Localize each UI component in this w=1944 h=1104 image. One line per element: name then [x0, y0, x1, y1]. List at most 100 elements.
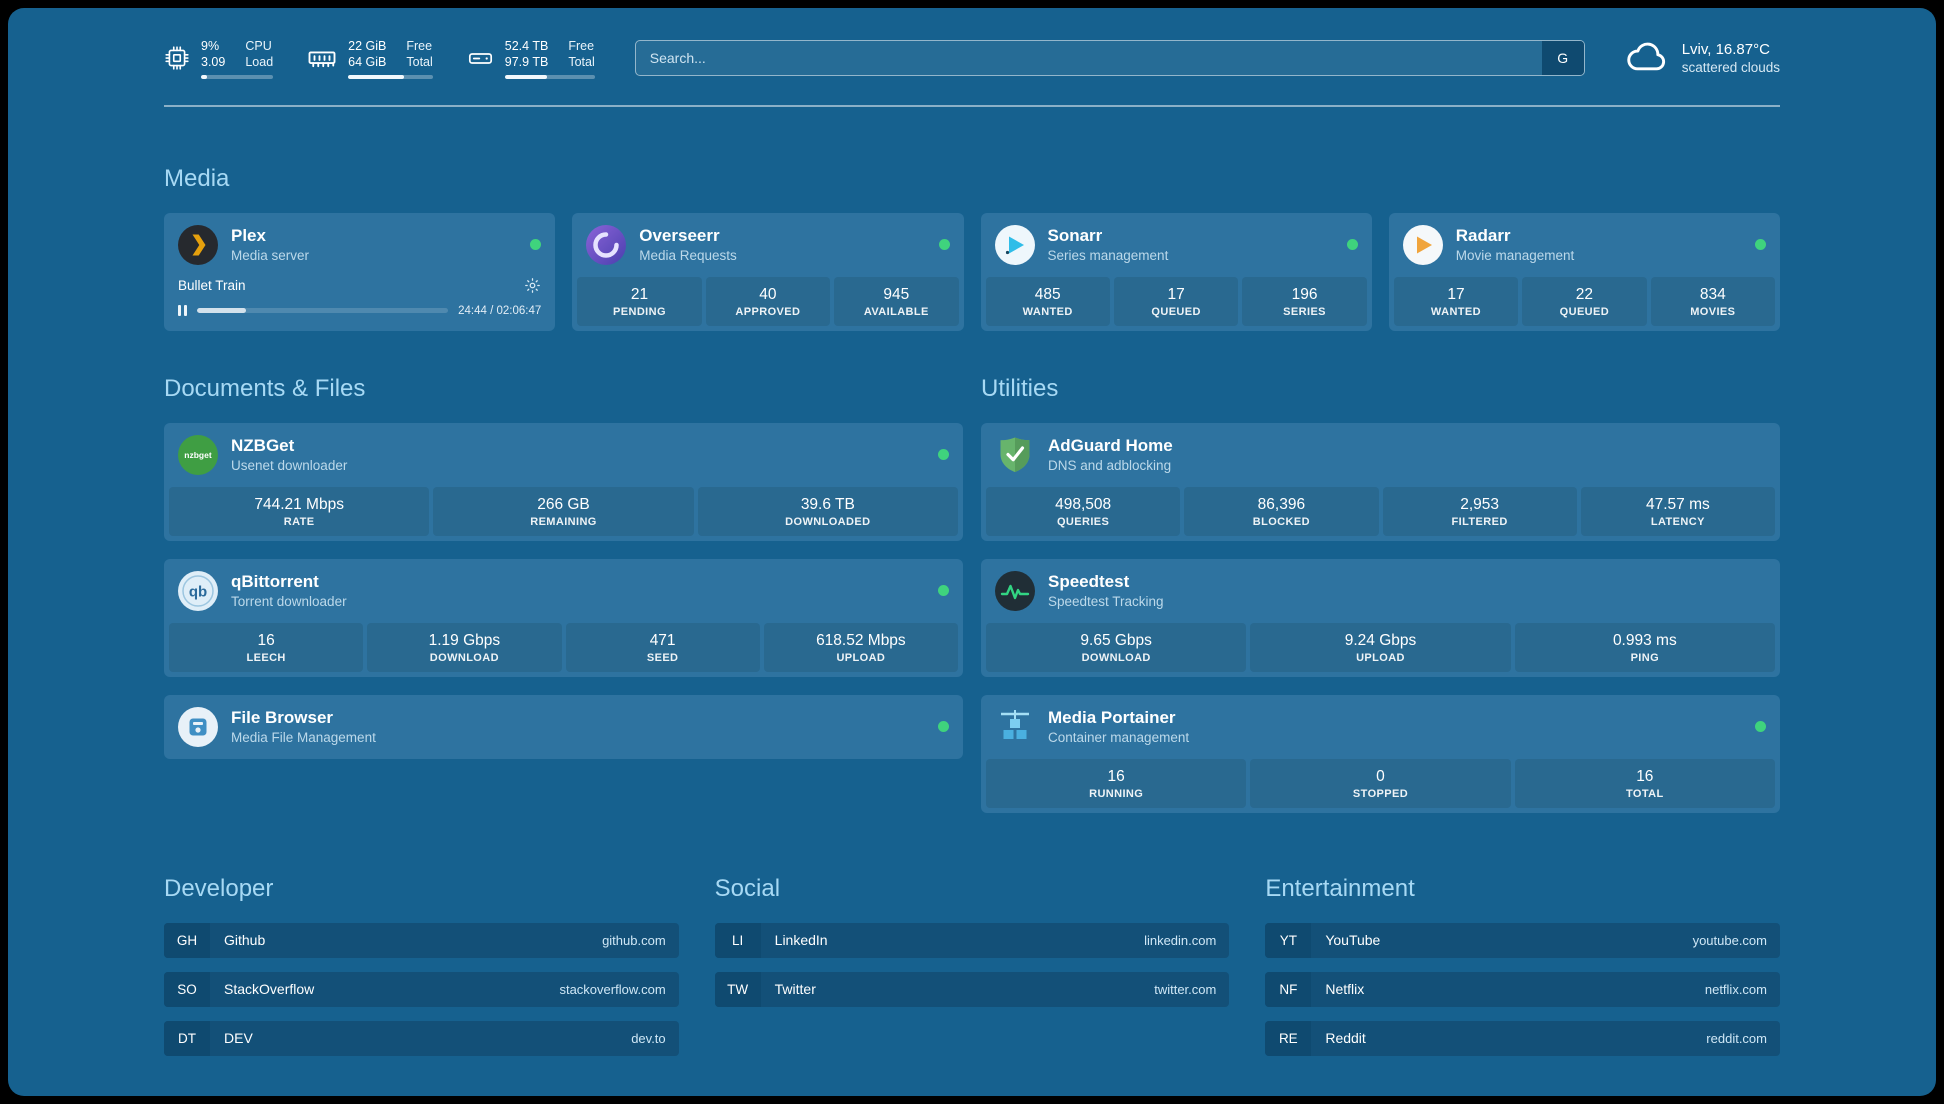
- playback-progress-fill: [197, 308, 246, 313]
- app-subtitle: Media server: [231, 248, 310, 263]
- link-twitter[interactable]: TW Twitter twitter.com: [714, 971, 1230, 1007]
- app-subtitle: Media File Management: [231, 730, 376, 745]
- memory-icon: [307, 43, 337, 73]
- stackoverflow-icon: SO: [164, 971, 210, 1007]
- app-subtitle: Usenet downloader: [231, 458, 348, 473]
- link-dev[interactable]: DT DEV dev.to: [164, 1020, 679, 1056]
- section-developer: Developer GH Github github.com SO StackO…: [164, 875, 679, 1056]
- stat-wanted: 485 WANTED: [985, 276, 1110, 326]
- cpu-label: CPU: [245, 39, 272, 53]
- stat-movies: 834 MOVIES: [1650, 276, 1776, 326]
- cpu-load-label: Load: [245, 55, 274, 70]
- stat-running: 16 RUNNING: [986, 758, 1247, 808]
- stat-filtered: 2,953 FILTERED: [1382, 486, 1577, 536]
- stat-leech: 16 LEECH: [169, 622, 364, 672]
- memory-monitor: 22 GiB 64 GiB Free Total: [307, 38, 433, 79]
- stat-available: 945 AVAILABLE: [834, 276, 959, 326]
- sonarr-icon: [994, 224, 1035, 265]
- app-card-adguard[interactable]: AdGuard Home DNS and adblocking 498,508 …: [981, 422, 1780, 541]
- weather-description: scattered clouds: [1681, 60, 1780, 76]
- app-card-radarr[interactable]: Radarr Movie management 17 WANTED 22 QUE…: [1388, 212, 1780, 331]
- link-linkedin[interactable]: LI LinkedIn linkedin.com: [714, 922, 1230, 958]
- link-netflix[interactable]: NF Netflix netflix.com: [1265, 971, 1780, 1007]
- topbar-divider: [164, 104, 1780, 107]
- portainer-icon: [995, 707, 1035, 747]
- link-name: DEV: [224, 1030, 253, 1046]
- link-name: Github: [224, 932, 266, 948]
- app-name: qBittorrent: [231, 572, 319, 591]
- status-dot: [938, 585, 949, 596]
- search-bar[interactable]: G: [634, 40, 1585, 77]
- link-github[interactable]: GH Github github.com: [164, 922, 679, 958]
- app-card-overseerr[interactable]: Overseerr Media Requests 21 PENDING 40 A…: [572, 212, 964, 331]
- hard-drive-icon: [467, 45, 494, 72]
- netflix-icon: NF: [1265, 971, 1312, 1007]
- radarr-icon: [1402, 224, 1443, 265]
- documents-heading: Documents & Files: [164, 374, 366, 402]
- app-name: NZBGet: [231, 436, 295, 455]
- app-subtitle: DNS and adblocking: [1048, 458, 1172, 473]
- nzbget-icon: nzbget: [178, 434, 218, 475]
- cpu-load-value: 3.09: [201, 55, 226, 70]
- app-card-speedtest[interactable]: Speedtest Speedtest Tracking 9.65 Gbps D…: [981, 558, 1780, 677]
- app-name: Sonarr: [1047, 226, 1103, 245]
- app-card-sonarr[interactable]: Sonarr Series management 485 WANTED 17 Q…: [980, 212, 1372, 331]
- app-card-portainer[interactable]: Media Portainer Container management 16 …: [981, 694, 1780, 813]
- status-dot: [1346, 239, 1358, 250]
- stat-total: 16 TOTAL: [1514, 758, 1775, 808]
- disk-total-label: Total: [568, 55, 595, 70]
- playback-time: 24:44 / 02:06:47: [458, 304, 542, 317]
- developer-heading: Developer: [164, 874, 274, 902]
- disk-free-value: 52.4 TB: [504, 39, 549, 53]
- section-documents: Documents & Files nzbget NZBGet Usenet d…: [164, 375, 963, 813]
- stat-queries: 498,508 QUERIES: [986, 486, 1181, 536]
- qbittorrent-icon: qb: [178, 570, 218, 611]
- dashboard: 9% 3.09 CPU Load: [8, 8, 1936, 1096]
- app-card-plex[interactable]: Plex Media server Bullet Train: [164, 212, 556, 331]
- cpu-percent-value: 9%: [201, 39, 220, 53]
- memory-total-value: 64 GiB: [348, 55, 387, 70]
- disk-usage-fill: [504, 74, 548, 79]
- stat-series: 196 SERIES: [1242, 276, 1367, 326]
- search-input[interactable]: [635, 41, 1542, 76]
- status-dot: [1755, 721, 1766, 732]
- cpu-usage-bar: [201, 74, 274, 79]
- stat-upload: 618.52 Mbps UPLOAD: [763, 622, 958, 672]
- link-domain: dev.to: [631, 1030, 666, 1046]
- gear-icon[interactable]: [524, 277, 541, 294]
- app-name: AdGuard Home: [1048, 436, 1173, 455]
- stat-downloaded: 39.6 TB DOWNLOADED: [697, 486, 958, 536]
- speedtest-icon: [995, 570, 1035, 611]
- app-name: Plex: [231, 226, 266, 245]
- reddit-icon: RE: [1265, 1020, 1312, 1056]
- app-card-qbittorrent[interactable]: qb qBittorrent Torrent downloader 16 LEE…: [164, 558, 963, 677]
- utilities-heading: Utilities: [981, 374, 1059, 402]
- stat-wanted: 17 WANTED: [1393, 276, 1519, 326]
- memory-free-value: 22 GiB: [348, 39, 387, 53]
- link-domain: linkedin.com: [1144, 932, 1217, 948]
- link-name: Reddit: [1325, 1030, 1366, 1046]
- link-domain: github.com: [602, 932, 666, 948]
- section-utilities: Utilities AdGuard Home: [981, 375, 1780, 813]
- youtube-icon: YT: [1265, 922, 1312, 958]
- twitter-icon: TW: [714, 971, 761, 1007]
- link-stackoverflow[interactable]: SO StackOverflow stackoverflow.com: [164, 971, 679, 1007]
- stat-remaining: 266 GB REMAINING: [433, 486, 694, 536]
- link-reddit[interactable]: RE Reddit reddit.com: [1265, 1020, 1780, 1056]
- stat-queued: 17 QUEUED: [1113, 276, 1239, 326]
- app-name: Media Portainer: [1048, 708, 1176, 727]
- app-card-filebrowser[interactable]: File Browser Media File Management: [164, 694, 963, 759]
- search-provider-button[interactable]: G: [1541, 41, 1584, 76]
- app-card-nzbget[interactable]: nzbget NZBGet Usenet downloader 744.21 M…: [164, 422, 963, 541]
- section-entertainment: Entertainment YT YouTube youtube.com NF …: [1265, 875, 1780, 1056]
- playback-progress-bar[interactable]: [197, 308, 449, 313]
- plex-icon: [178, 224, 218, 265]
- link-domain: reddit.com: [1706, 1030, 1767, 1046]
- app-subtitle: Movie management: [1455, 248, 1575, 263]
- media-heading: Media: [164, 164, 230, 192]
- link-youtube[interactable]: YT YouTube youtube.com: [1265, 922, 1780, 958]
- stat-stopped: 0 STOPPED: [1250, 758, 1511, 808]
- memory-usage-fill: [348, 74, 404, 79]
- pause-icon[interactable]: [178, 305, 187, 316]
- memory-total-label: Total: [406, 55, 433, 70]
